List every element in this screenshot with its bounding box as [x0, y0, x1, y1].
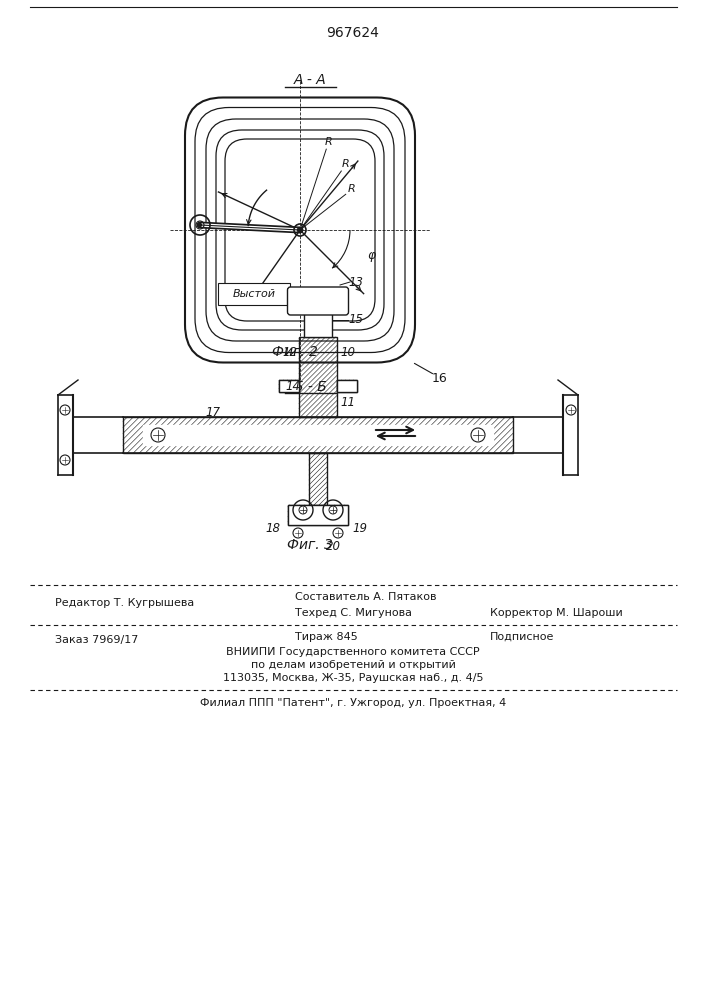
Text: φ: φ: [368, 248, 376, 261]
Bar: [293, 292, 342, 310]
Bar: [288, 505, 348, 525]
Text: Б - Б: Б - Б: [293, 380, 327, 394]
Text: 17: 17: [206, 406, 221, 418]
Text: Редактор Т. Кугрышева: Редактор Т. Кугрышева: [55, 598, 194, 608]
Bar: [279, 380, 299, 392]
Bar: [304, 312, 332, 337]
Text: 20: 20: [325, 540, 341, 554]
Text: Выстой: Выстой: [233, 289, 276, 299]
Text: Филиал ППП "Патент", г. Ужгород, ул. Проектная, 4: Филиал ППП "Патент", г. Ужгород, ул. Про…: [200, 698, 506, 708]
Bar: [337, 380, 357, 392]
FancyBboxPatch shape: [288, 287, 349, 315]
Text: 967624: 967624: [327, 26, 380, 40]
Text: 19: 19: [353, 522, 368, 534]
Text: 10: 10: [341, 346, 356, 359]
Bar: [218, 283, 290, 305]
Text: R: R: [325, 137, 332, 147]
Text: 15: 15: [349, 313, 363, 326]
Text: R: R: [342, 159, 350, 169]
Bar: [123, 417, 513, 453]
Text: 113035, Москва, Ж-35, Раушская наб., д. 4/5: 113035, Москва, Ж-35, Раушская наб., д. …: [223, 673, 484, 683]
Text: Фиг. 3: Фиг. 3: [287, 538, 333, 552]
Text: Составитель А. Пятаков: Составитель А. Пятаков: [295, 592, 436, 602]
Circle shape: [298, 228, 303, 232]
Text: 16: 16: [432, 371, 448, 384]
Bar: [279, 380, 299, 392]
Text: 13: 13: [349, 275, 363, 288]
Text: 18: 18: [266, 522, 281, 534]
Text: Корректор М. Шароши: Корректор М. Шароши: [490, 608, 623, 618]
Bar: [337, 380, 357, 392]
Bar: [299, 337, 337, 417]
Text: Подписное: Подписное: [490, 632, 554, 642]
Text: 12: 12: [283, 346, 298, 359]
Text: Техред С. Мигунова: Техред С. Мигунова: [295, 608, 412, 618]
Bar: [288, 505, 348, 525]
Text: Заказ 7969/17: Заказ 7969/17: [55, 635, 139, 645]
Circle shape: [199, 224, 201, 227]
Text: А - А: А - А: [293, 73, 327, 87]
Text: R: R: [348, 184, 356, 194]
Text: 11: 11: [341, 395, 356, 408]
Text: по делам изобретений и открытий: по делам изобретений и открытий: [250, 660, 455, 670]
Text: Фиг. 2: Фиг. 2: [272, 345, 318, 359]
Text: Тираж 845: Тираж 845: [295, 632, 358, 642]
Bar: [309, 453, 327, 505]
Text: 14: 14: [286, 379, 300, 392]
Text: ВНИИПИ Государственного комитета СССР: ВНИИПИ Государственного комитета СССР: [226, 647, 480, 657]
